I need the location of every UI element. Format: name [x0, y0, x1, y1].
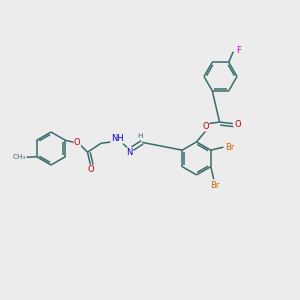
Text: CH₃: CH₃	[13, 154, 26, 160]
Text: NH: NH	[111, 134, 124, 143]
Text: H: H	[137, 133, 142, 139]
Text: F: F	[236, 46, 241, 55]
Text: O: O	[74, 138, 81, 147]
Text: O: O	[202, 122, 209, 131]
Text: Br: Br	[211, 181, 220, 190]
Text: O: O	[87, 165, 94, 174]
Text: N: N	[126, 148, 132, 157]
Text: O: O	[235, 120, 242, 129]
Text: Br: Br	[225, 143, 235, 152]
